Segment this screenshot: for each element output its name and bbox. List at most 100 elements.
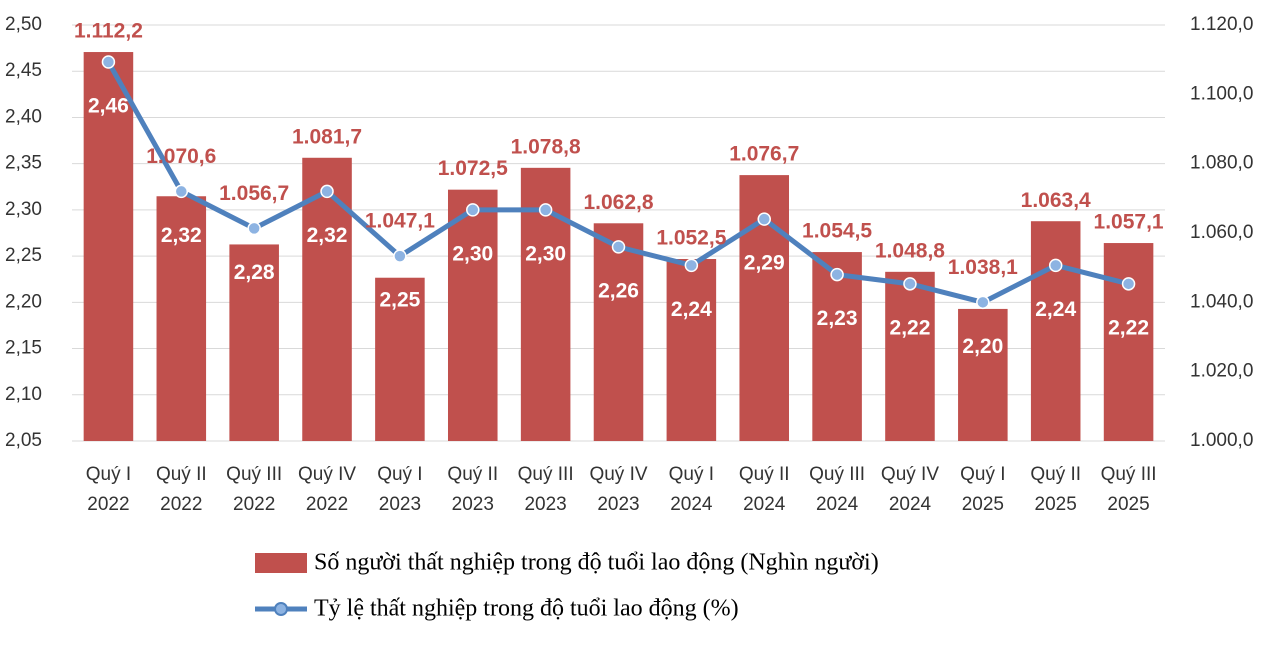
line-value-label: 2,20: [962, 335, 1003, 358]
x-tick-label: 2025: [962, 494, 1004, 515]
x-tick-label: Quý II: [447, 464, 498, 485]
y-tick-label: 2,05: [5, 430, 42, 451]
bar-value-label: 1.057,1: [1094, 211, 1164, 234]
y-tick-label: 2,35: [5, 153, 42, 174]
y-tick-label: 2,40: [5, 106, 42, 127]
x-tick-label: 2024: [889, 494, 932, 515]
y-tick-label: 2,20: [5, 291, 42, 312]
bar: [666, 259, 717, 441]
line-value-label: 2,29: [744, 252, 785, 275]
line-value-label: 2,22: [890, 316, 931, 339]
x-tick-label: 2025: [1107, 494, 1149, 515]
bar: [885, 271, 935, 441]
line-value-label: 2,28: [234, 261, 275, 284]
bar-value-label: 1.070,6: [146, 145, 216, 168]
y2-tick-label: 1.120,0: [1190, 14, 1253, 35]
x-tick-label: Quý IV: [881, 464, 939, 485]
line-value-label: 2,30: [452, 242, 493, 265]
legend-label: Tỷ lệ thất nghiệp trong độ tuổi lao động…: [314, 596, 739, 622]
bar: [1103, 243, 1154, 441]
line-marker: [1048, 258, 1063, 273]
line-marker: [393, 249, 407, 263]
bar-value-label: 1.072,5: [438, 157, 508, 180]
y-tick-label: 2,15: [5, 338, 42, 359]
line-marker: [320, 184, 334, 199]
x-tick-label: Quý I: [669, 464, 714, 485]
line-marker: [903, 277, 917, 291]
x-tick-label: 2023: [597, 494, 639, 515]
x-tick-label: Quý IV: [589, 464, 647, 485]
line-value-label: 2,32: [307, 224, 348, 247]
bar-value-label: 1.048,8: [875, 239, 945, 262]
x-tick-label: Quý I: [86, 464, 131, 485]
line-value-label: 2,24: [671, 298, 712, 321]
x-tick-label: 2023: [452, 494, 494, 515]
bar-value-label: 1.038,1: [948, 256, 1018, 279]
line-marker: [684, 258, 699, 273]
x-tick-label: Quý I: [960, 464, 1005, 485]
bar: [83, 52, 134, 441]
y-tick-label: 2,30: [5, 199, 42, 220]
x-tick-label: Quý III: [226, 464, 282, 485]
x-tick-label: 2023: [379, 494, 421, 515]
line-marker: [174, 184, 189, 199]
y-tick-label: 2,25: [5, 245, 42, 266]
y2-tick-label: 1.100,0: [1190, 83, 1253, 104]
line-value-label: 2,25: [379, 289, 420, 312]
x-tick-label: Quý IV: [298, 464, 356, 485]
bar: [593, 223, 644, 441]
x-tick-label: 2022: [160, 494, 202, 515]
line-marker: [976, 295, 990, 310]
line-value-label: 2,46: [88, 95, 129, 118]
x-tick-label: Quý III: [518, 464, 574, 485]
x-tick-label: Quý II: [156, 464, 207, 485]
y2-tick-label: 1.060,0: [1190, 222, 1253, 243]
x-tick-label: Quý III: [809, 464, 865, 485]
bar-value-label: 1.054,5: [802, 220, 872, 243]
line-value-label: 2,30: [525, 242, 566, 265]
x-tick-label: Quý II: [739, 464, 790, 485]
line-marker: [611, 240, 626, 254]
bar-value-label: 1.056,7: [219, 182, 289, 205]
x-tick-label: 2022: [233, 494, 275, 515]
bar: [447, 189, 498, 441]
x-tick-label: 2022: [306, 494, 348, 515]
legend-swatch: [274, 602, 288, 616]
line-value-label: 2,22: [1108, 316, 1149, 339]
bar-value-label: 1.047,1: [365, 210, 435, 233]
x-tick-label: 2023: [524, 494, 566, 515]
bar: [1030, 221, 1081, 441]
y-tick-label: 2,50: [5, 14, 42, 35]
line-value-label: 2,24: [1035, 298, 1076, 321]
bar: [375, 277, 425, 441]
x-tick-label: Quý II: [1030, 464, 1081, 485]
line-marker: [101, 55, 116, 69]
x-tick-label: 2022: [87, 494, 129, 515]
bar: [812, 252, 862, 441]
line-value-label: 2,23: [817, 307, 858, 330]
bar: [156, 196, 207, 441]
bar-value-label: 1.076,7: [729, 143, 799, 166]
line-marker: [247, 221, 261, 236]
x-tick-label: 2024: [670, 494, 713, 515]
x-tick-label: Quý III: [1101, 464, 1157, 485]
bar-value-label: 1.078,8: [511, 135, 581, 158]
line-marker: [1121, 277, 1136, 291]
bar-value-label: 1.062,8: [583, 191, 653, 214]
line-value-label: 2,32: [161, 224, 202, 247]
y2-tick-label: 1.080,0: [1190, 153, 1253, 174]
y2-tick-label: 1.040,0: [1190, 291, 1253, 312]
legend-swatch: [255, 553, 307, 573]
bar: [958, 308, 1008, 441]
x-tick-label: 2025: [1035, 494, 1077, 515]
bar: [229, 244, 279, 441]
bar-value-label: 1.052,5: [656, 227, 726, 250]
line-value-label: 2,26: [598, 279, 639, 302]
x-tick-label: 2024: [816, 494, 859, 515]
y2-tick-label: 1.000,0: [1190, 430, 1253, 451]
line-marker: [538, 203, 553, 217]
x-tick-label: 2024: [743, 494, 786, 515]
y-tick-label: 2,45: [5, 60, 42, 81]
y2-tick-label: 1.020,0: [1190, 361, 1253, 382]
